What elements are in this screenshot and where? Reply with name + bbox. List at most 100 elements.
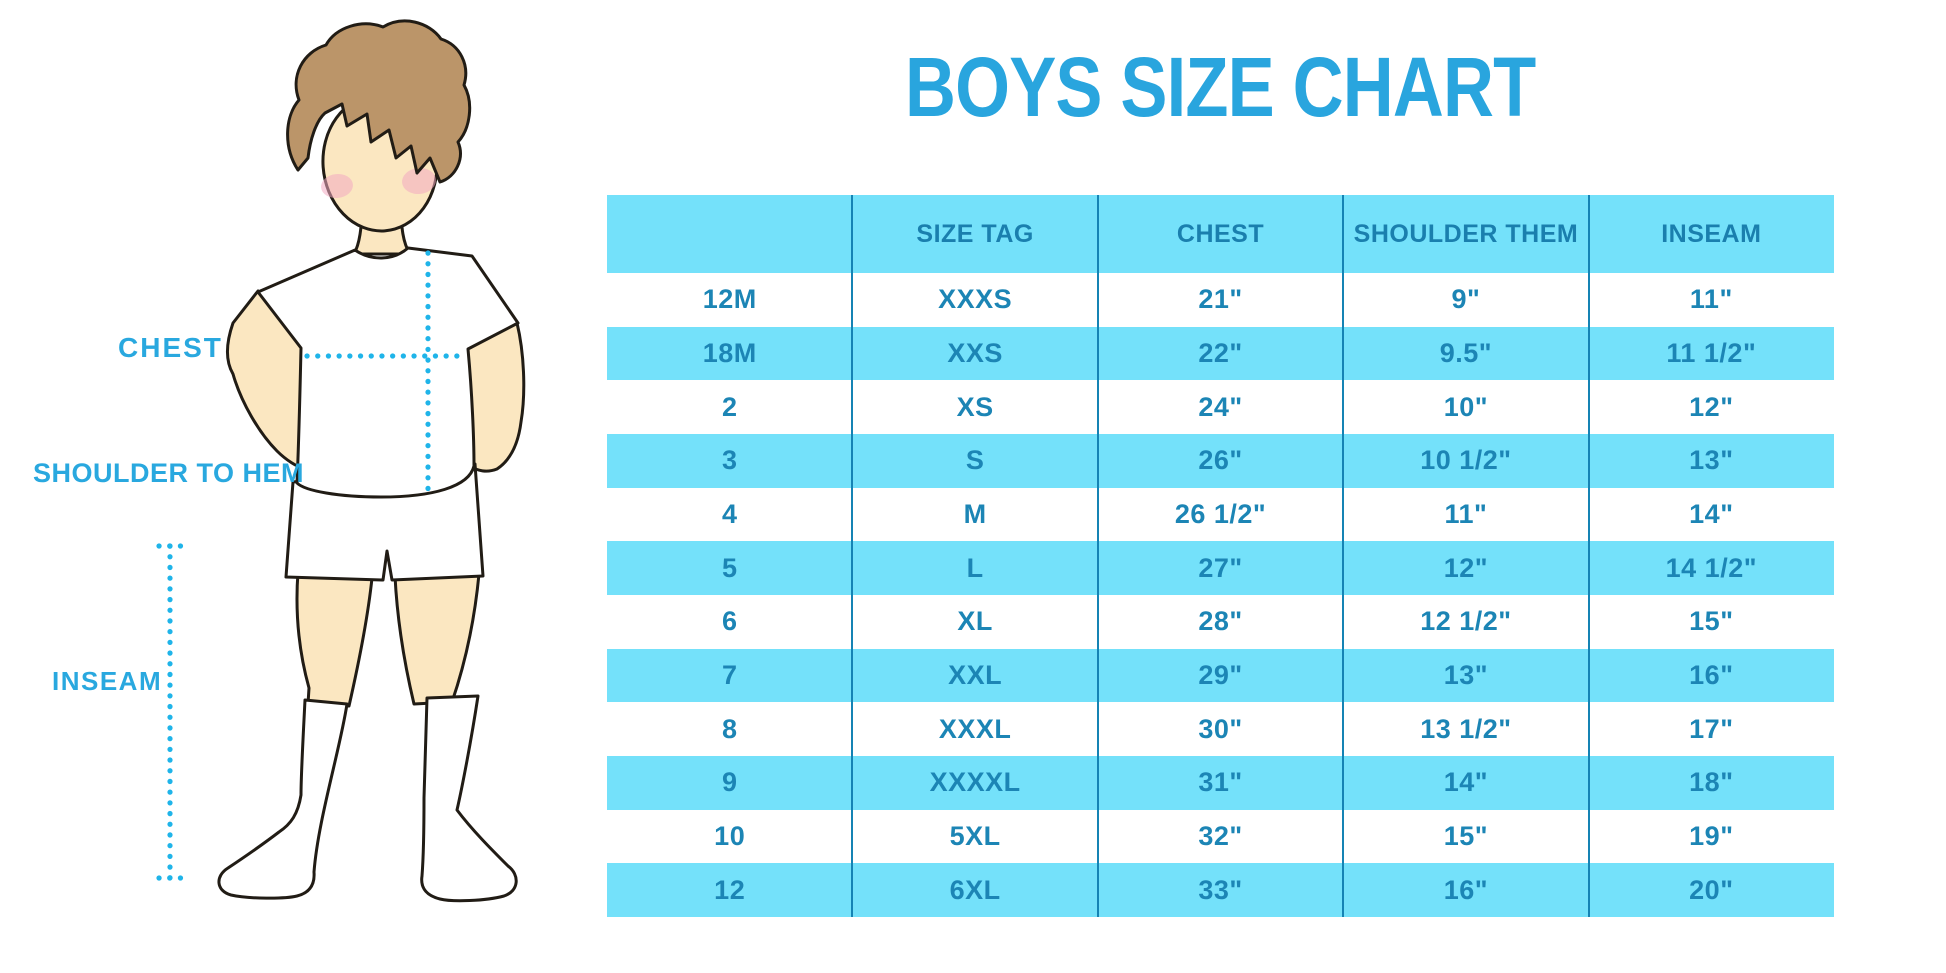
- table-cell: 6XL: [949, 874, 1001, 905]
- table-cell: 5XL: [949, 821, 1001, 852]
- table-cell: 13 1/2": [1420, 713, 1512, 744]
- table-cell: 27": [1198, 552, 1243, 583]
- shoulder-to-hem-label: SHOULDER TO HEM: [33, 458, 305, 488]
- table-body: 12M XXXS 21" 9" 11" 18M XXS 22" 9.5" 11 1/2" 2 XS 24…: [607, 273, 1834, 918]
- table-cell: L: [966, 552, 984, 583]
- table-cell: 22": [1198, 338, 1243, 368]
- header-cell: SIZE TAG: [916, 219, 1034, 248]
- page-title: BOYS SIZE CHART: [607, 40, 1834, 134]
- boy-illustration: [156, 19, 526, 903]
- table-row: 9 XXXXL 31" 14" 18": [607, 756, 1834, 810]
- table-cell: 13": [1443, 660, 1489, 691]
- table-cell: 11": [1444, 499, 1488, 530]
- table-header-row: SIZE TAG CHEST SHOULDER THEM INSEAM: [607, 195, 1834, 273]
- table-row: 2 XS 24" 10" 12": [607, 380, 1834, 435]
- table-cell: 12": [1443, 552, 1489, 583]
- table-cell: 11 1/2": [1666, 338, 1757, 368]
- table-cell: 33": [1198, 874, 1243, 905]
- table-cell: 12 1/2": [1420, 606, 1512, 637]
- table-cell: 3: [721, 445, 738, 476]
- table-cell: XS: [956, 391, 994, 422]
- table-cell: S: [965, 445, 985, 476]
- boy-shirt: [256, 246, 520, 499]
- table-cell: 32": [1198, 821, 1243, 852]
- table-cell: 29": [1198, 660, 1243, 691]
- table-cell: 12M: [702, 284, 757, 315]
- boy-right-blush: [402, 167, 436, 195]
- table-row: 18M XXS 22" 9.5" 11 1/2": [607, 326, 1834, 381]
- table-cell: 12": [1689, 391, 1734, 422]
- boy-left-leg: [295, 570, 374, 708]
- table-row: 4 M 26 1/2" 11" 14": [607, 487, 1834, 542]
- table-cell: 4: [721, 499, 738, 530]
- table-cell: XXXL: [938, 713, 1012, 744]
- header-cell: INSEAM: [1661, 219, 1762, 248]
- column-divider: [851, 195, 854, 917]
- header-cell: [607, 195, 852, 273]
- table-cell: XXXXL: [929, 767, 1021, 798]
- table-cell: 16": [1443, 874, 1489, 905]
- table-cell: 10 1/2": [1420, 445, 1512, 476]
- table-cell: 19": [1689, 821, 1734, 852]
- table-row: 12 6XL 33" 16" 20": [607, 863, 1834, 918]
- table-cell: 9": [1451, 284, 1481, 315]
- boy-left-blush: [321, 173, 353, 199]
- table-cell: 24": [1198, 391, 1243, 422]
- table-row: 5 L 27" 12" 14 1/2": [607, 541, 1834, 596]
- table-cell: 5: [721, 552, 738, 583]
- table-cell: 14 1/2": [1665, 552, 1758, 583]
- table-row: 7 XXL 29" 13" 16": [607, 648, 1834, 703]
- table-cell: 15": [1443, 821, 1489, 852]
- table-cell: 21": [1198, 284, 1243, 315]
- table-row: 10 5XL 32" 15" 19": [607, 809, 1834, 864]
- table-cell: 14": [1443, 767, 1489, 798]
- table-cell: M: [963, 499, 987, 530]
- table-cell: 10": [1443, 391, 1489, 422]
- table-cell: 18M: [702, 338, 757, 368]
- table-cell: 12: [714, 874, 746, 905]
- header-cell: SHOULDER THEM: [1353, 219, 1579, 248]
- table-cell: 26": [1198, 445, 1243, 476]
- table-row: 6 XL 28" 12 1/2" 15": [607, 595, 1834, 649]
- table-cell: 9: [721, 767, 738, 798]
- table-cell: 18": [1689, 767, 1734, 798]
- chest-label: CHEST: [118, 332, 223, 363]
- boy-right-sock: [420, 694, 518, 903]
- table-cell: 7: [721, 660, 738, 691]
- size-table: SIZE TAG CHEST SHOULDER THEM INSEAM 12M XXXS…: [607, 195, 1834, 918]
- table-cell: 28": [1198, 606, 1243, 637]
- table-row: 12M XXXS 21" 9" 11": [607, 273, 1834, 327]
- table-cell: XXXS: [938, 284, 1013, 315]
- table-cell: XXS: [947, 338, 1003, 368]
- table-cell: 14": [1689, 499, 1734, 530]
- table-cell: 8: [721, 713, 738, 744]
- table-cell: XL: [957, 606, 993, 637]
- table-row: 8 XXXL 30" 13 1/2" 17": [607, 702, 1834, 757]
- table-cell: 20": [1689, 874, 1734, 905]
- column-divider: [1096, 195, 1099, 917]
- table-cell: 15": [1689, 606, 1734, 637]
- table-cell: 2: [721, 391, 738, 422]
- table-cell: 26 1/2": [1174, 499, 1267, 530]
- column-divider: [1342, 195, 1345, 917]
- column-divider: [1587, 195, 1590, 917]
- table-cell: 13": [1689, 445, 1734, 476]
- table-cell: 31": [1198, 767, 1243, 798]
- boy-hair: [286, 19, 472, 184]
- table-cell: 17": [1689, 713, 1734, 744]
- page-title-text: BOYS SIZE CHART: [905, 40, 1536, 134]
- table-cell: 30": [1198, 713, 1243, 744]
- table-cell: 10: [714, 821, 746, 852]
- boy-right-leg: [393, 572, 481, 706]
- table-cell: 16": [1689, 660, 1734, 691]
- table-cell: 11": [1689, 284, 1733, 315]
- table-cell: XXL: [948, 660, 1003, 691]
- table-row: 3 S 26" 10 1/2" 13": [607, 434, 1834, 488]
- inseam-label: INSEAM: [52, 666, 163, 696]
- header-cell: CHEST: [1176, 219, 1265, 248]
- measurement-figure: CHEST SHOULDER TO HEM INSEAM: [0, 0, 620, 973]
- boy-left-sock: [217, 698, 349, 900]
- table-cell: 6: [721, 606, 738, 637]
- table-cell: 9.5": [1439, 338, 1493, 368]
